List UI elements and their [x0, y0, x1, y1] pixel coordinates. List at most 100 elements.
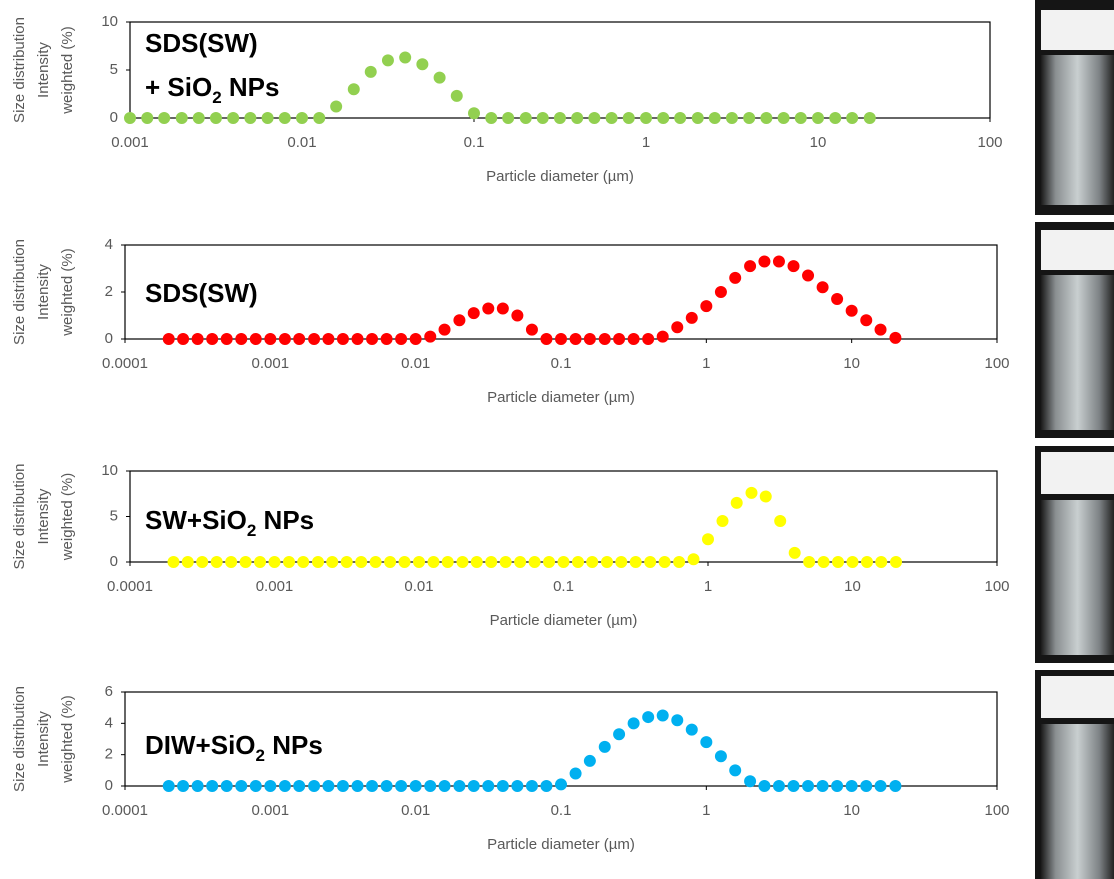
data-point: [645, 557, 656, 568]
data-point: [657, 331, 668, 342]
data-point: [178, 334, 189, 345]
x-tick-label: 100: [984, 578, 1009, 595]
data-point: [410, 334, 421, 345]
y-tick-label: 5: [110, 61, 118, 78]
data-point: [348, 84, 359, 95]
data-point: [503, 113, 514, 124]
data-point: [875, 324, 886, 335]
data-point: [832, 781, 843, 792]
data-point: [497, 303, 508, 314]
x-tick-label: 10: [810, 134, 827, 151]
data-point: [616, 557, 627, 568]
x-tick-label: 1: [642, 134, 650, 151]
data-point: [125, 113, 136, 124]
data-point: [279, 113, 290, 124]
data-point: [614, 334, 625, 345]
data-point: [584, 755, 595, 766]
data-point: [428, 557, 439, 568]
data-point: [414, 557, 425, 568]
data-point: [813, 113, 824, 124]
y-tick-label: 4: [105, 236, 113, 253]
data-point: [381, 781, 392, 792]
data-point: [367, 781, 378, 792]
data-point: [439, 781, 450, 792]
data-point: [337, 334, 348, 345]
y-axis-label: Intensity: [35, 42, 52, 98]
y-axis-label: weighted (%): [59, 695, 76, 784]
y-tick-label: 0: [110, 553, 118, 570]
data-point: [211, 557, 222, 568]
y-axis-label: weighted (%): [59, 248, 76, 337]
data-point: [890, 781, 901, 792]
x-tick-label: 0.01: [401, 802, 430, 819]
data-point: [587, 557, 598, 568]
data-point: [236, 334, 247, 345]
data-point: [468, 781, 479, 792]
data-point: [399, 557, 410, 568]
x-tick-label: 0.0001: [102, 802, 148, 819]
data-point: [294, 334, 305, 345]
y-tick-label: 10: [101, 13, 118, 30]
data-point: [537, 113, 548, 124]
data-point: [396, 781, 407, 792]
data-point: [400, 52, 411, 63]
annotation: + SiO2 NPs: [145, 72, 279, 107]
data-point: [327, 557, 338, 568]
data-point: [142, 113, 153, 124]
data-point: [746, 487, 757, 498]
data-point: [601, 557, 612, 568]
data-point: [803, 781, 814, 792]
x-tick-label: 0.001: [111, 134, 149, 151]
x-tick-label: 0.001: [256, 578, 294, 595]
y-axis-label: Size distribution: [11, 239, 28, 345]
photo-cap: [1041, 230, 1114, 270]
data-point: [294, 781, 305, 792]
x-tick-label: 10: [843, 355, 860, 372]
data-point: [486, 113, 497, 124]
data-point: [163, 334, 174, 345]
plot-area: [130, 22, 990, 118]
data-point: [890, 557, 901, 568]
x-axis-label: Particle diameter (µm): [487, 836, 635, 853]
data-point: [352, 334, 363, 345]
data-point: [614, 729, 625, 740]
data-point: [775, 516, 786, 527]
data-point: [323, 334, 334, 345]
data-point: [417, 59, 428, 70]
data-point: [512, 310, 523, 321]
data-point: [657, 710, 668, 721]
data-point: [788, 261, 799, 272]
photo-cap: [1041, 452, 1114, 494]
annotation-part: 2: [212, 88, 221, 107]
data-point: [159, 113, 170, 124]
data-point: [309, 781, 320, 792]
data-point: [192, 781, 203, 792]
data-point: [628, 718, 639, 729]
data-point: [862, 557, 873, 568]
y-axis-label: Intensity: [35, 488, 52, 544]
data-point: [245, 113, 256, 124]
data-point: [717, 516, 728, 527]
x-tick-label: 0.0001: [107, 578, 153, 595]
data-point: [761, 113, 772, 124]
data-point: [469, 108, 480, 119]
data-point: [745, 261, 756, 272]
data-point: [804, 557, 815, 568]
data-point: [541, 334, 552, 345]
y-axis-label: weighted (%): [59, 473, 76, 562]
data-point: [425, 331, 436, 342]
data-point: [226, 557, 237, 568]
data-point: [788, 781, 799, 792]
annotation-part: NPs: [256, 505, 314, 535]
data-point: [520, 113, 531, 124]
data-point: [425, 781, 436, 792]
data-point: [250, 781, 261, 792]
data-point: [468, 308, 479, 319]
x-tick-label: 0.1: [551, 802, 572, 819]
data-point: [331, 101, 342, 112]
y-tick-label: 10: [101, 462, 118, 479]
y-axis-label: Size distribution: [11, 17, 28, 123]
plot-area: [125, 692, 997, 786]
x-tick-label: 0.01: [401, 355, 430, 372]
